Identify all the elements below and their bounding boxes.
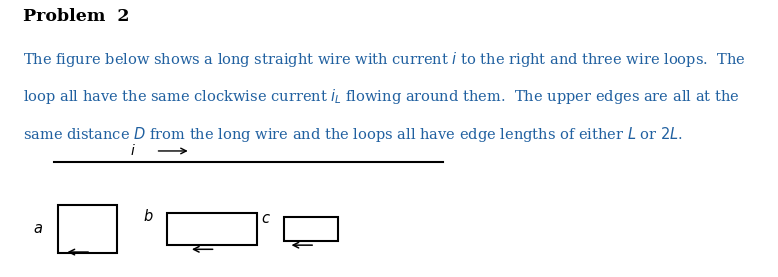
Text: $b$: $b$ (143, 208, 154, 224)
Text: $c$: $c$ (261, 212, 271, 226)
Text: loop all have the same clockwise current $i_L$ flowing around them.  The upper e: loop all have the same clockwise current… (23, 87, 740, 106)
Text: The figure below shows a long straight wire with current $i$ to the right and th: The figure below shows a long straight w… (23, 50, 746, 69)
Text: same distance $D$ from the long wire and the loops all have edge lengths of eith: same distance $D$ from the long wire and… (23, 125, 683, 144)
Text: $a$: $a$ (33, 222, 43, 235)
Bar (167, 213, 257, 245)
Text: Problem  2: Problem 2 (23, 8, 130, 25)
Bar (58, 205, 117, 253)
Bar (284, 217, 338, 241)
Text: $i$: $i$ (131, 143, 136, 158)
